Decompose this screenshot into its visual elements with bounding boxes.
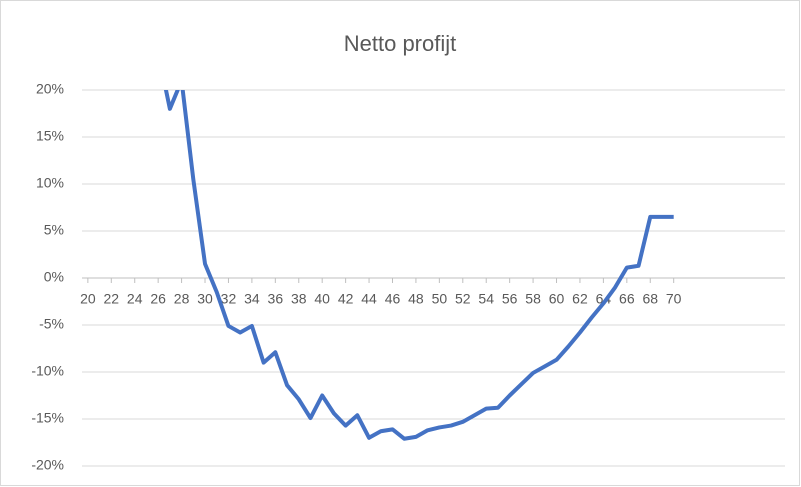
x-tick-label: 66 (619, 291, 635, 307)
y-tick-label: 0% (44, 269, 64, 285)
y-tick-label: -10% (31, 363, 64, 379)
x-tick-label: 70 (666, 291, 682, 307)
x-tick-label: 28 (174, 291, 190, 307)
x-tick-label: 30 (197, 291, 213, 307)
x-tick-label: 44 (361, 291, 377, 307)
x-tick-label: 38 (291, 291, 307, 307)
x-tick-label: 56 (502, 291, 518, 307)
line-series (163, 90, 674, 441)
x-tick-label: 62 (572, 291, 588, 307)
x-tick-label: 68 (642, 291, 658, 307)
x-tick-label: 36 (268, 291, 284, 307)
y-tick-label: 15% (36, 128, 64, 144)
x-tick-label: 46 (385, 291, 401, 307)
x-tick-label: 34 (244, 291, 260, 307)
x-tick-label: 60 (549, 291, 565, 307)
y-tick-label: 20% (36, 81, 64, 97)
y-tick-label: 5% (44, 222, 64, 238)
x-tick-label: 50 (432, 291, 448, 307)
x-tick-label: 48 (408, 291, 424, 307)
x-tick-label: 32 (221, 291, 237, 307)
x-tick-label: 54 (478, 291, 494, 307)
y-tick-label: -20% (31, 457, 64, 473)
x-tick-label: 42 (338, 291, 354, 307)
plot (163, 90, 674, 441)
x-tick-label: 20 (80, 291, 96, 307)
x-tick-label: 22 (104, 291, 120, 307)
x-tick-label: 58 (525, 291, 541, 307)
x-tick-label: 26 (150, 291, 166, 307)
chart-title: Netto profijt (344, 31, 457, 56)
x-tick-label: 24 (127, 291, 143, 307)
y-tick-label: -5% (39, 316, 64, 332)
x-tick-label: 40 (314, 291, 330, 307)
y-tick-label: -15% (31, 410, 64, 426)
y-tick-label: 10% (36, 175, 64, 191)
x-tick-label: 52 (455, 291, 471, 307)
